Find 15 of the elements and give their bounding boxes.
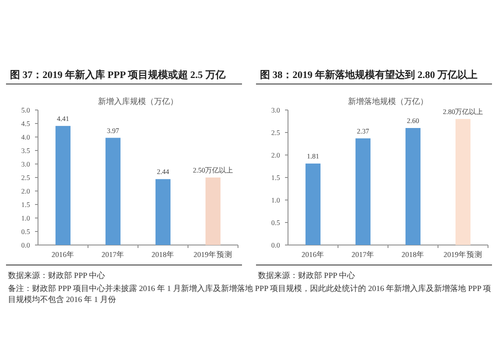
- chart-subtitle: 新增落地规模（万亿）: [348, 97, 428, 106]
- chart-title: 图 37：2019 年新入库 PPP 项目规模或超 2.5 万亿: [10, 69, 226, 81]
- bar: [456, 119, 470, 245]
- bar: [156, 179, 170, 245]
- chart-subtitle: 新增入库规模（万亿）: [98, 97, 178, 106]
- text: 备注：财政部 PPP 项目中心并未披露 2016 年 1 月新增入库及新增落地 PPP 项目规模，因此此处统计的 2016 年新增入库及新增落地 PPP 项目规模均不包含 2016 年 1 月份: [8, 283, 492, 305]
- bar: [206, 178, 220, 245]
- source-note: 数据来源：财政部 PPP 中心: [258, 271, 356, 280]
- bar: [356, 138, 370, 245]
- bar: [406, 128, 420, 245]
- bar: [306, 164, 320, 245]
- source-note: 数据来源：财政部 PPP 中心: [8, 271, 106, 280]
- bar: [56, 126, 70, 245]
- bar: [106, 138, 120, 245]
- chart-title: 图 38：2019 年新落地规模有望达到 2.80 万亿以上: [260, 69, 478, 81]
